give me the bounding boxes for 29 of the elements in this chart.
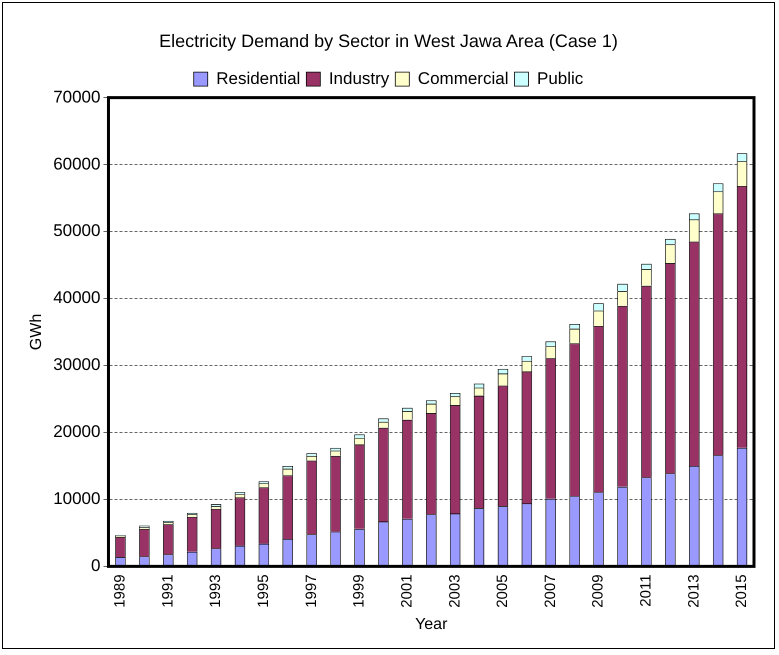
x-tick-label: 2005	[494, 574, 512, 608]
y-tick-label: 10000	[53, 489, 100, 508]
x-tick-label: 1989	[112, 574, 129, 608]
legend-label: Public	[536, 68, 584, 88]
legend-label: Commercial	[418, 68, 508, 88]
y-tick-label: 70000	[53, 87, 100, 106]
y-tick-label: 0	[91, 556, 100, 576]
y-axis-title: GWh	[28, 314, 46, 350]
y-tick-label: 50000	[53, 221, 100, 240]
x-tick-label: 2015	[733, 574, 750, 608]
x-tick-label: 2009	[590, 574, 607, 608]
x-tick-label: 1995	[255, 574, 272, 608]
y-tick-label: 20000	[53, 422, 100, 442]
x-tick-label: 1993	[207, 574, 224, 608]
x-tick-label: 2001	[398, 574, 416, 608]
y-tick-label: 40000	[53, 288, 100, 308]
x-tick-label: 1997	[302, 574, 320, 608]
x-axis-title: Year	[415, 616, 448, 633]
x-tick-label: 2003	[446, 574, 464, 608]
y-tick-label: 60000	[53, 154, 100, 174]
chart-title: Electricity Demand by Sector in West Jawa Area (Case 1)	[159, 30, 618, 51]
x-tick-label: 1999	[350, 574, 368, 608]
x-tick-label: 2013	[685, 574, 702, 608]
y-tick-label: 30000	[53, 355, 100, 374]
x-tick-label: 1991	[159, 574, 176, 608]
legend-label: Industry	[328, 68, 390, 88]
x-tick-label: 2007	[542, 574, 559, 608]
x-tick-label: 2011	[638, 574, 655, 607]
legend-label: Residential	[216, 68, 300, 88]
